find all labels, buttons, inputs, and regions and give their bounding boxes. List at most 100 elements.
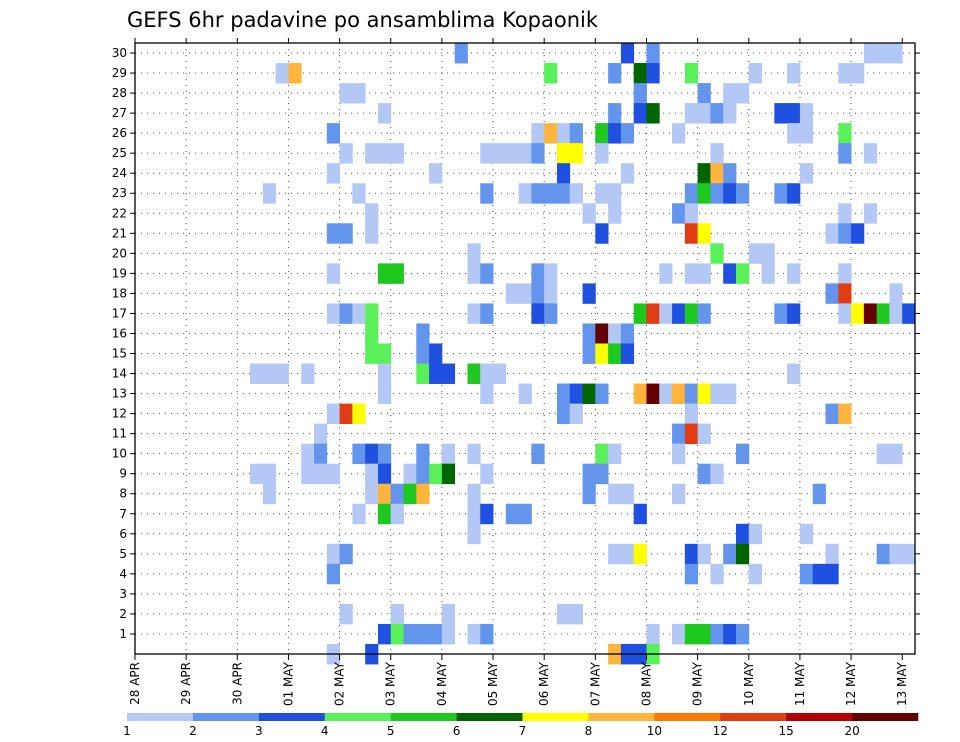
heatmap-cell xyxy=(608,183,622,204)
heatmap-cell xyxy=(467,363,481,384)
y-tick-label: 24 xyxy=(112,166,127,180)
y-tick-label: 21 xyxy=(112,226,127,240)
heatmap-cell xyxy=(544,183,558,204)
heatmap-cell xyxy=(339,83,353,104)
y-tick-label: 13 xyxy=(112,387,127,401)
heatmap-cell xyxy=(608,123,622,144)
heatmap-cell xyxy=(531,183,545,204)
heatmap-cell xyxy=(480,623,494,645)
heatmap-cell xyxy=(518,383,532,404)
heatmap-cell xyxy=(723,103,737,124)
x-tick-label: 11 MAY xyxy=(793,661,807,706)
heatmap-cell xyxy=(390,503,404,525)
heatmap-cell xyxy=(620,483,635,505)
heatmap-cell xyxy=(697,263,711,284)
heatmap-cell xyxy=(390,143,404,164)
heatmap-cell xyxy=(441,463,456,485)
heatmap-cell xyxy=(390,603,404,625)
heatmap-cell xyxy=(595,123,609,144)
heatmap-cell xyxy=(339,403,353,425)
y-tick-label: 20 xyxy=(112,246,127,260)
heatmap-cell xyxy=(365,483,379,505)
colorbar-label: 10 xyxy=(647,724,662,738)
heatmap-cell xyxy=(377,363,392,384)
heatmap-cell xyxy=(646,303,660,324)
heatmap-cell xyxy=(262,363,277,384)
heatmap-cell xyxy=(735,543,750,565)
heatmap-cell xyxy=(825,563,839,585)
heatmap-cell xyxy=(608,543,622,565)
heatmap-cell xyxy=(735,263,750,284)
heatmap-cell xyxy=(620,543,635,565)
heatmap-cell xyxy=(518,283,532,304)
heatmap-cell xyxy=(608,63,622,84)
heatmap-cell xyxy=(377,443,392,465)
x-tick-label: 10 MAY xyxy=(742,661,756,706)
heatmap-cell xyxy=(697,383,711,404)
heatmap-cell xyxy=(352,183,366,204)
heatmap-cell xyxy=(672,423,686,445)
heatmap-cell xyxy=(416,323,430,344)
heatmap-cell xyxy=(429,623,443,645)
heatmap-cell xyxy=(787,123,801,144)
colorbar-label: 12 xyxy=(713,724,728,738)
x-tick-label: 13 MAY xyxy=(895,661,909,706)
colorbar-label: 15 xyxy=(779,724,794,738)
heatmap-cell xyxy=(735,623,750,645)
heatmap-cell xyxy=(595,463,609,485)
heatmap-cell xyxy=(339,303,353,324)
heatmap-cell xyxy=(633,383,647,404)
heatmap-cell xyxy=(441,443,456,465)
heatmap-cell xyxy=(403,483,417,505)
heatmap-cell xyxy=(684,303,699,324)
heatmap-cell xyxy=(377,623,392,645)
heatmap-cell xyxy=(429,463,443,485)
y-tick-label: 7 xyxy=(119,507,127,521)
heatmap-cell xyxy=(314,463,328,485)
heatmap-cell xyxy=(697,423,711,445)
heatmap-cell xyxy=(467,483,481,505)
colorbar-label: 7 xyxy=(519,724,527,738)
heatmap-cell xyxy=(441,363,456,384)
heatmap-cell xyxy=(633,103,647,124)
heatmap-cell xyxy=(467,303,481,324)
heatmap-cell xyxy=(710,563,724,585)
heatmap-cell xyxy=(672,443,686,465)
heatmap-cell xyxy=(326,263,340,284)
heatmap-cell xyxy=(697,83,711,104)
heatmap-cell xyxy=(301,463,315,485)
heatmap-cell xyxy=(556,383,571,404)
heatmap-cell xyxy=(518,143,532,164)
colorbar-segment xyxy=(258,713,326,721)
heatmap-cell xyxy=(595,383,609,404)
heatmap-cell xyxy=(531,303,545,324)
heatmap-cell xyxy=(851,223,865,244)
y-tick-label: 16 xyxy=(112,326,127,340)
heatmap-cell xyxy=(569,183,583,204)
heatmap-cell xyxy=(633,303,647,324)
y-tick-label: 10 xyxy=(112,447,127,461)
heatmap-cell xyxy=(377,503,392,525)
heatmap-cell xyxy=(429,343,443,364)
chart-title: GEFS 6hr padavine po ansamblima Kopaonik xyxy=(127,8,599,32)
heatmap-cell xyxy=(390,483,404,505)
heatmap-cell xyxy=(467,523,481,545)
heatmap-cell xyxy=(620,343,635,364)
heatmap-cell xyxy=(799,123,814,144)
y-axis: 1234567891011121314151617181920212223242… xyxy=(112,46,920,641)
heatmap-cell xyxy=(531,143,545,164)
heatmap-cell xyxy=(352,83,366,104)
y-tick-label: 15 xyxy=(112,347,127,361)
heatmap-cell xyxy=(403,623,417,645)
colorbar-segment xyxy=(522,713,589,721)
heatmap-cell xyxy=(902,303,916,324)
heatmap-cell xyxy=(365,203,379,224)
y-tick-label: 9 xyxy=(119,467,127,481)
heatmap-cell xyxy=(505,143,520,164)
heatmap-cell xyxy=(646,383,660,404)
heatmap-cell xyxy=(556,123,571,144)
heatmap-cell xyxy=(480,183,494,204)
heatmap-cell xyxy=(365,323,379,344)
heatmap-cell xyxy=(863,143,878,164)
heatmap-cell xyxy=(876,443,890,465)
